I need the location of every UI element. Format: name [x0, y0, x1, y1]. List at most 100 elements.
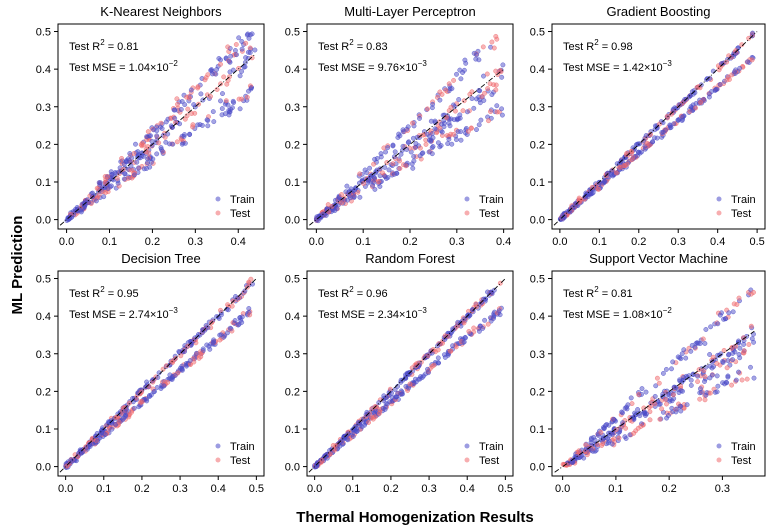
train-point — [222, 111, 228, 117]
test-point — [485, 321, 491, 327]
train-point — [178, 106, 184, 112]
test-point — [397, 158, 403, 164]
train-point — [725, 358, 731, 364]
test-point — [202, 77, 208, 83]
train-point — [688, 377, 694, 383]
train-point — [469, 307, 475, 313]
train-point — [109, 426, 115, 432]
train-point — [588, 447, 594, 453]
train-point — [750, 30, 756, 36]
train-point — [225, 307, 231, 313]
test-point — [636, 392, 642, 397]
test-point — [244, 94, 250, 100]
train-point — [102, 432, 108, 438]
legend-test-label: Test — [731, 455, 751, 467]
r2-annotation: Test R2 = 0.95 — [69, 285, 139, 300]
train-point — [159, 148, 165, 154]
panel-title: Gradient Boosting — [606, 4, 710, 19]
legend-test-marker — [716, 210, 722, 216]
x-tick-label: 0.0 — [59, 236, 74, 248]
x-tick-label: 0.2 — [402, 236, 417, 248]
train-point — [154, 133, 160, 139]
train-point — [410, 165, 416, 171]
x-tick-label: 0.4 — [710, 236, 725, 248]
train-point — [172, 373, 178, 379]
train-point — [217, 332, 223, 338]
test-point — [397, 166, 403, 171]
train-point — [182, 102, 188, 108]
x-tick-label: 0.0 — [58, 483, 73, 495]
test-point — [214, 87, 220, 92]
test-point — [162, 134, 168, 140]
train-point — [136, 404, 142, 410]
test-point — [175, 101, 180, 107]
train-point — [198, 91, 204, 97]
legend-test-marker — [464, 457, 470, 463]
test-point — [146, 150, 152, 156]
train-point — [227, 325, 233, 331]
train-point — [628, 395, 634, 401]
train-point — [170, 141, 176, 147]
train-point — [230, 98, 236, 104]
train-point — [119, 417, 125, 423]
train-point — [494, 103, 500, 109]
train-point — [346, 193, 352, 199]
train-point — [455, 116, 461, 122]
test-point — [330, 442, 336, 448]
train-point — [609, 441, 615, 447]
train-point — [455, 319, 461, 325]
test-point — [417, 145, 423, 151]
scatter-points — [313, 33, 506, 224]
train-point — [457, 112, 463, 118]
x-tick-label: 0.1 — [356, 236, 371, 248]
test-point — [380, 170, 386, 176]
test-point — [489, 39, 495, 45]
test-point — [116, 419, 122, 425]
test-point — [174, 139, 180, 145]
test-point — [198, 354, 204, 360]
train-point — [605, 436, 611, 442]
train-point — [398, 377, 404, 383]
test-point — [218, 307, 223, 313]
y-tick-label: 0.2 — [530, 139, 545, 151]
legend-test-label: Test — [230, 455, 250, 467]
test-point — [749, 57, 755, 63]
y-tick-label: 0.3 — [36, 102, 51, 114]
train-point — [455, 129, 461, 135]
train-point — [748, 364, 753, 370]
test-point — [460, 108, 466, 114]
train-point — [723, 316, 728, 322]
train-point — [216, 56, 222, 61]
train-point — [122, 414, 128, 419]
train-point — [461, 316, 467, 322]
x-tick-label: 0.3 — [671, 236, 686, 248]
test-point — [659, 406, 665, 412]
train-point — [163, 139, 169, 145]
train-point — [341, 434, 347, 439]
train-point — [499, 74, 505, 80]
panel-3: Decision Tree 0.0 0.1 0.2 0.3 0.4 0.5 0.0 0.1 0.2… — [36, 251, 265, 495]
mse-annotation: Test MSE = 9.76×10−3 — [318, 59, 427, 74]
test-point — [403, 163, 409, 169]
y-tick-label: 0.0 — [36, 215, 51, 227]
y-tick-label: 0.0 — [530, 462, 545, 474]
test-point — [493, 87, 499, 93]
test-point — [697, 396, 703, 402]
panel-1: Multi-Layer Perceptron 0.0 0.1 0.2 0.3 0.4 0.0… — [285, 4, 514, 248]
train-point — [395, 390, 401, 396]
train-point — [108, 169, 114, 175]
train-point — [93, 198, 99, 204]
test-point — [696, 367, 702, 373]
train-point — [218, 98, 223, 104]
y-tick-label: 0.5 — [36, 274, 51, 286]
scatter-points — [64, 31, 258, 223]
train-point — [639, 386, 645, 392]
train-point — [730, 309, 736, 315]
train-point — [406, 139, 412, 145]
train-point — [137, 155, 143, 161]
test-point — [390, 161, 396, 167]
test-point — [631, 430, 637, 436]
test-point — [664, 113, 670, 119]
train-point — [448, 116, 454, 122]
train-point — [726, 310, 732, 316]
